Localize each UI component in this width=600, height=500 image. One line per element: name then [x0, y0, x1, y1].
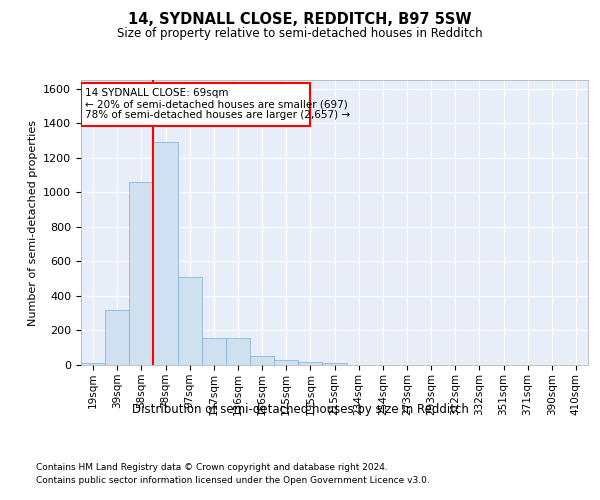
Y-axis label: Number of semi-detached properties: Number of semi-detached properties — [28, 120, 38, 326]
Text: Contains public sector information licensed under the Open Government Licence v3: Contains public sector information licen… — [36, 476, 430, 485]
Bar — [105, 310, 129, 365]
Bar — [298, 362, 322, 365]
Bar — [81, 364, 105, 365]
Text: 78% of semi-detached houses are larger (2,657) →: 78% of semi-detached houses are larger (… — [85, 110, 350, 120]
Text: Distribution of semi-detached houses by size in Redditch: Distribution of semi-detached houses by … — [131, 402, 469, 415]
FancyBboxPatch shape — [81, 84, 310, 126]
Bar — [202, 338, 226, 365]
Text: Contains HM Land Registry data © Crown copyright and database right 2024.: Contains HM Land Registry data © Crown c… — [36, 462, 388, 471]
Bar — [178, 277, 202, 365]
Text: ← 20% of semi-detached houses are smaller (697): ← 20% of semi-detached houses are smalle… — [85, 99, 347, 109]
Bar — [129, 182, 154, 365]
Bar — [250, 356, 274, 365]
Text: Size of property relative to semi-detached houses in Redditch: Size of property relative to semi-detach… — [117, 28, 483, 40]
Bar — [274, 360, 298, 365]
Bar — [154, 142, 178, 365]
Text: 14 SYDNALL CLOSE: 69sqm: 14 SYDNALL CLOSE: 69sqm — [85, 88, 228, 98]
Bar — [322, 364, 347, 365]
Text: 14, SYDNALL CLOSE, REDDITCH, B97 5SW: 14, SYDNALL CLOSE, REDDITCH, B97 5SW — [128, 12, 472, 28]
Bar — [226, 338, 250, 365]
